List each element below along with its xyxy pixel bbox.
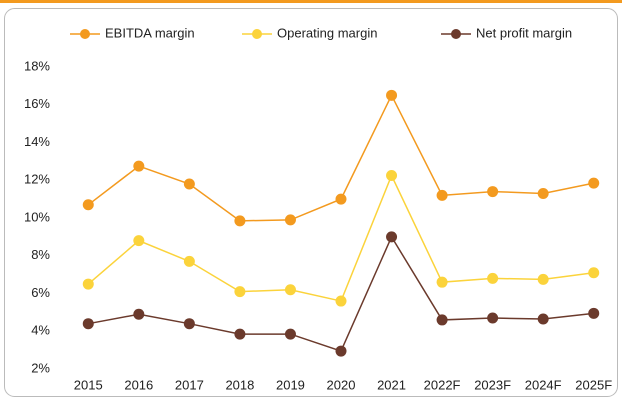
data-point bbox=[133, 160, 145, 172]
data-point bbox=[82, 318, 94, 330]
data-point bbox=[487, 312, 499, 324]
x-tick-label: 2017 bbox=[175, 377, 204, 392]
data-point bbox=[537, 187, 549, 199]
x-tick-label: 2021 bbox=[377, 377, 406, 392]
y-tick-label: 10% bbox=[24, 209, 50, 224]
data-point bbox=[386, 170, 398, 182]
frame bbox=[4, 8, 618, 397]
legend-label: Operating margin bbox=[277, 25, 377, 40]
legend-marker bbox=[252, 29, 262, 39]
x-tick-label: 2023F bbox=[474, 377, 511, 392]
data-point bbox=[335, 345, 347, 357]
legend-marker bbox=[451, 29, 461, 39]
data-point bbox=[335, 295, 347, 307]
data-point bbox=[133, 308, 145, 320]
data-point bbox=[487, 272, 499, 284]
data-point bbox=[234, 328, 246, 340]
y-tick-label: 12% bbox=[24, 172, 50, 187]
y-tick-label: 18% bbox=[24, 58, 50, 73]
x-tick-label: 2025F bbox=[575, 377, 612, 392]
x-tick-label: 2024F bbox=[525, 377, 562, 392]
data-point bbox=[82, 199, 94, 211]
series-line bbox=[88, 235, 594, 352]
data-point bbox=[284, 214, 296, 226]
data-point bbox=[183, 318, 195, 330]
y-tick-label: 8% bbox=[31, 247, 50, 262]
data-point bbox=[588, 307, 600, 319]
data-point bbox=[335, 193, 347, 205]
data-point bbox=[234, 286, 246, 298]
x-tick-label: 2018 bbox=[225, 377, 254, 392]
x-tick-label: 2020 bbox=[327, 377, 356, 392]
x-tick-label: 2015 bbox=[74, 377, 103, 392]
data-point bbox=[588, 177, 600, 189]
data-point bbox=[436, 276, 448, 288]
data-point bbox=[436, 314, 448, 326]
data-point bbox=[537, 273, 549, 285]
x-tick-label: 2016 bbox=[124, 377, 153, 392]
data-point bbox=[386, 231, 398, 243]
data-point bbox=[183, 255, 195, 267]
x-tick-label: 2019 bbox=[276, 377, 305, 392]
data-point bbox=[133, 235, 145, 247]
data-point bbox=[234, 215, 246, 227]
data-point bbox=[284, 328, 296, 340]
y-tick-label: 2% bbox=[31, 360, 50, 375]
top-rule bbox=[0, 0, 622, 3]
data-point bbox=[588, 267, 600, 279]
data-point bbox=[183, 178, 195, 190]
y-tick-label: 6% bbox=[31, 285, 50, 300]
legend-label: Net profit margin bbox=[476, 25, 572, 40]
data-point bbox=[487, 186, 499, 198]
x-tick-label: 2022F bbox=[424, 377, 461, 392]
y-tick-label: 4% bbox=[31, 323, 50, 338]
legend-marker bbox=[80, 29, 90, 39]
data-point bbox=[284, 284, 296, 296]
legend-label: EBITDA margin bbox=[105, 25, 195, 40]
y-tick-label: 14% bbox=[24, 134, 50, 149]
data-point bbox=[436, 189, 448, 201]
data-point bbox=[82, 278, 94, 290]
data-point bbox=[537, 313, 549, 325]
y-tick-label: 16% bbox=[24, 96, 50, 111]
data-point bbox=[386, 89, 398, 101]
